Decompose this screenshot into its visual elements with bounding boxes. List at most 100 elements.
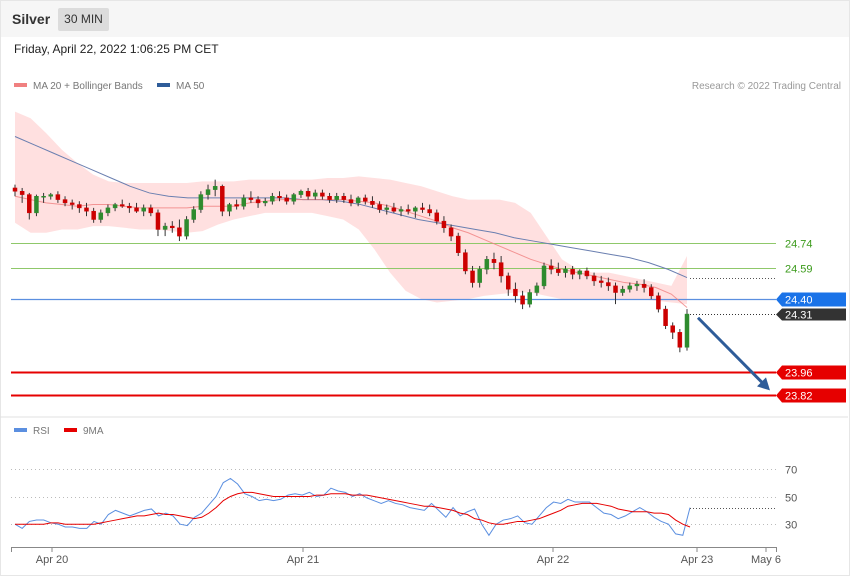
- candle-body: [155, 212, 161, 230]
- candle-body: [641, 283, 647, 288]
- candle-body: [398, 209, 404, 212]
- candle-body: [198, 194, 204, 210]
- candle-body: [391, 207, 397, 212]
- candle-body: [320, 192, 325, 197]
- candle-body: [41, 196, 46, 198]
- legend-ma50: MA 50: [157, 81, 204, 92]
- candle-body: [513, 288, 518, 297]
- ma50-swatch: [157, 83, 170, 88]
- toolbar: Silver 30 MIN: [1, 1, 849, 37]
- candle-body: [170, 225, 175, 229]
- candle-body: [527, 292, 532, 305]
- x-tick-label: Apr 23: [681, 554, 713, 566]
- candle-body: [162, 225, 168, 230]
- candle-body: [241, 197, 247, 207]
- candle-body: [448, 227, 454, 237]
- candle-body: [127, 205, 132, 209]
- candle-body: [313, 192, 318, 197]
- candle-body: [291, 194, 297, 202]
- candle-body: [363, 197, 368, 202]
- candle-body: [98, 212, 104, 220]
- candle-body: [191, 209, 196, 220]
- level-24-31-tag: [776, 308, 846, 321]
- candle-body: [627, 285, 633, 290]
- timeframe-button[interactable]: 30 MIN: [58, 8, 109, 31]
- candle-body: [534, 285, 540, 293]
- candle-body: [19, 191, 25, 195]
- candle-body: [148, 207, 154, 214]
- candle-body: [613, 285, 618, 293]
- rsi-tick-label: 50: [785, 493, 797, 505]
- candle-body: [270, 196, 275, 202]
- ma9-label: 9MA: [83, 426, 104, 437]
- x-tick-label: Apr 20: [36, 554, 68, 566]
- candle-body: [663, 308, 668, 326]
- candle-body: [584, 270, 590, 277]
- rsi-tick-label: 30: [785, 520, 797, 532]
- candle-body: [656, 295, 661, 310]
- candle-body: [548, 265, 554, 270]
- candle-body: [556, 269, 561, 273]
- candle-body: [477, 269, 482, 283]
- candle-body: [48, 194, 53, 197]
- candle-body: [520, 295, 525, 305]
- candle-body: [598, 280, 604, 283]
- candle-body: [341, 196, 347, 200]
- candle-body: [427, 209, 432, 214]
- candle-body: [455, 235, 461, 253]
- credit-text: Research © 2022 Trading Central: [691, 81, 841, 92]
- candle-body: [134, 207, 139, 212]
- ma20-label: MA 20 + Bollinger Bands: [33, 81, 143, 92]
- candle-body: [177, 227, 182, 237]
- candle-body: [684, 313, 690, 348]
- level-24-31-label: 24.31: [785, 310, 813, 322]
- candle-body: [591, 275, 597, 282]
- price-levels: 24.74 24.59 24.40 24.31 23.96 23.82: [11, 239, 846, 403]
- candle-body: [34, 196, 39, 214]
- level-23-96-tag: [776, 365, 846, 380]
- candle-body: [227, 204, 232, 212]
- candle-body: [420, 207, 425, 210]
- candle-body: [606, 282, 611, 287]
- candle-body: [491, 259, 497, 263]
- candle-body: [563, 269, 568, 273]
- candle-body: [77, 204, 82, 209]
- bollinger-bands: [15, 111, 687, 305]
- candle-body: [649, 287, 654, 297]
- legend-9ma: 9MA: [64, 426, 104, 437]
- candle-body: [184, 219, 189, 237]
- candle-body: [262, 200, 268, 204]
- candle-body: [441, 220, 447, 229]
- candle-body: [327, 196, 332, 200]
- level-24-59-label: 24.59: [785, 264, 813, 276]
- candle-body: [577, 270, 583, 275]
- level-24-40-tag: [776, 292, 846, 307]
- candle-body: [413, 207, 418, 212]
- candle-body: [55, 194, 61, 200]
- candle-body: [305, 191, 311, 197]
- candle-body: [277, 196, 282, 199]
- x-tick-label: May 6: [751, 554, 781, 566]
- candle-body: [498, 262, 504, 277]
- x-axis: Apr 20 Apr 21 Apr 22 Apr 23 May 6: [11, 547, 781, 566]
- ma50-label: MA 50: [176, 81, 205, 92]
- instrument-title: Silver: [12, 11, 51, 27]
- candle-body: [677, 332, 683, 348]
- candle-body: [506, 275, 511, 290]
- rsi-panel: 70 50 30: [11, 465, 797, 537]
- candle-body: [334, 196, 339, 200]
- candle-body: [220, 186, 225, 212]
- candle-body: [384, 207, 389, 210]
- level-24-74-label: 24.74: [785, 239, 813, 251]
- candle-body: [212, 186, 218, 190]
- legend-rsi: RSI: [14, 426, 50, 437]
- candle-body: [284, 197, 289, 202]
- forecast-arrow-head: [757, 377, 770, 391]
- level-23-82-tag: [776, 388, 846, 403]
- candle-body: [255, 199, 261, 204]
- candle-body: [670, 325, 675, 333]
- rsi-swatch: [14, 428, 27, 433]
- candle-body: [205, 189, 211, 195]
